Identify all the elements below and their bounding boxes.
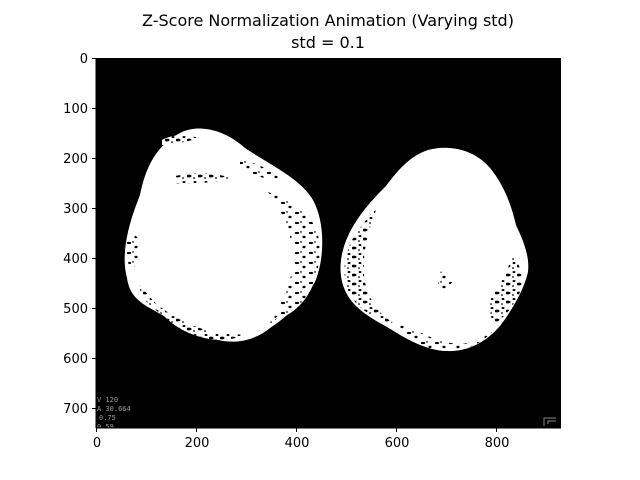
left-tissue-region <box>124 128 323 342</box>
x-tick-label-1: 200 <box>185 436 210 451</box>
plot-subtitle: std = 0.1 <box>291 33 365 52</box>
plot-title: Z-Score Normalization Animation (Varying… <box>142 11 514 30</box>
y-tick-label-5: 500 <box>63 302 88 317</box>
y-tick-label-7: 700 <box>63 402 88 417</box>
left-speckle-right-rim <box>268 192 320 319</box>
right-speckle-left-rim <box>344 205 398 326</box>
x-tick-label-3: 600 <box>385 436 410 451</box>
x-tick-label-2: 400 <box>285 436 310 451</box>
y-tick-label-1: 100 <box>63 102 88 117</box>
y-tick-label-0: 0 <box>80 52 88 67</box>
left-speckle-top-cap <box>162 135 198 146</box>
x-tick-label-4: 800 <box>485 436 510 451</box>
overlay-line-3: 0.75 <box>99 414 116 422</box>
x-tick-label-0: 0 <box>93 436 101 451</box>
y-tick-label-6: 600 <box>63 352 88 367</box>
overlay-line-2: A 30.664 <box>97 405 131 413</box>
left-speckle-top <box>175 173 232 184</box>
left-speckle-top-right <box>240 160 282 181</box>
x-ticks: 0 200 400 600 800 <box>93 428 510 451</box>
right-speckle-bottom-rim <box>400 320 500 352</box>
y-tick-label-2: 200 <box>63 152 88 167</box>
left-speckle-left-rim <box>126 235 140 269</box>
right-speckle-right-rim <box>489 256 522 324</box>
y-tick-label-3: 300 <box>63 202 88 217</box>
right-tissue-region <box>340 147 529 352</box>
overlay-line-4: 0.59 <box>97 423 114 431</box>
y-ticks: 0 100 200 300 400 500 600 700 <box>63 52 96 417</box>
overlay-line-1: V 120 <box>97 396 118 404</box>
corner-marker-icon <box>543 417 556 426</box>
right-speckle-center <box>438 271 452 290</box>
y-tick-label-4: 400 <box>63 252 88 267</box>
